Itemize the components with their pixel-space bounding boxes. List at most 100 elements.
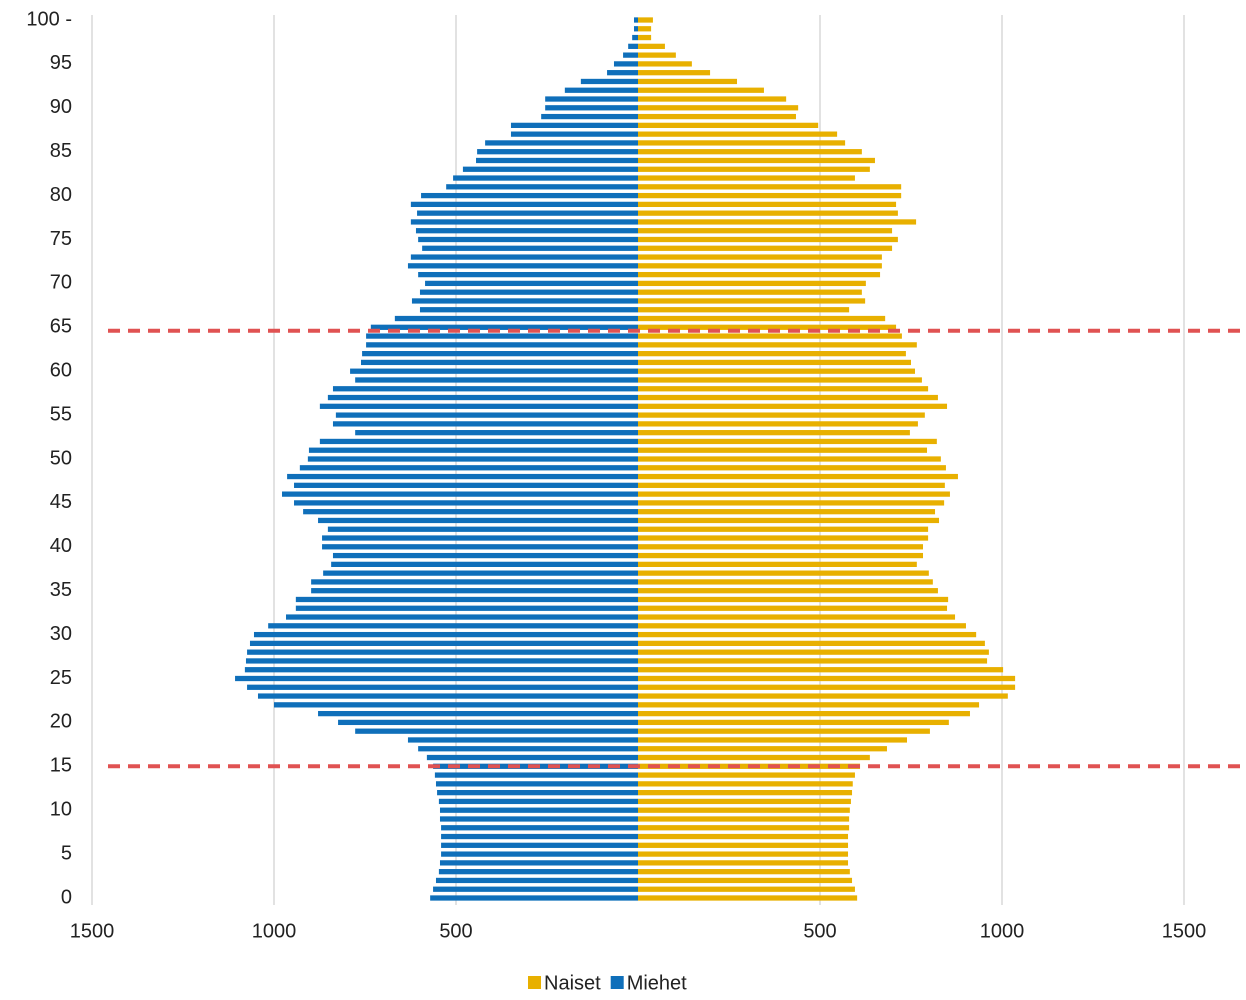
- y-tick-label: 0: [61, 886, 72, 908]
- bar: [476, 157, 638, 164]
- bar: [282, 491, 638, 497]
- bar: [638, 544, 924, 550]
- bar: [425, 280, 638, 287]
- bar: [638, 430, 910, 436]
- bar: [638, 271, 881, 278]
- bar: [638, 710, 970, 717]
- bar: [638, 254, 882, 260]
- bar: [327, 526, 638, 532]
- bar: [249, 640, 638, 647]
- bar: [638, 307, 850, 313]
- bar: [485, 140, 638, 146]
- bar: [545, 96, 638, 102]
- bar: [638, 17, 653, 23]
- bar: [607, 70, 638, 76]
- bar: [638, 623, 966, 629]
- bar: [332, 421, 638, 427]
- bar: [638, 886, 855, 892]
- bar: [638, 719, 949, 726]
- bar: [510, 131, 638, 137]
- bar: [421, 192, 638, 199]
- bar: [638, 201, 897, 208]
- bar: [247, 649, 638, 655]
- bar: [638, 491, 950, 497]
- bar: [247, 684, 638, 690]
- bar: [638, 377, 922, 383]
- bar: [638, 403, 948, 409]
- bar: [638, 70, 711, 76]
- bar: [355, 728, 638, 734]
- bar: [311, 579, 638, 585]
- bar: [638, 869, 850, 875]
- bar: [422, 245, 638, 251]
- bar: [439, 860, 638, 866]
- bar: [613, 61, 638, 67]
- bar: [437, 790, 638, 796]
- bar: [638, 631, 977, 638]
- bar: [355, 430, 638, 436]
- legend-swatch: [528, 976, 541, 989]
- y-tick-label: 90: [50, 96, 72, 118]
- bar: [638, 535, 929, 541]
- x-tick-label: 500: [439, 920, 472, 942]
- bar: [638, 438, 937, 445]
- bar: [638, 552, 924, 559]
- bar: [638, 192, 902, 199]
- bar: [411, 298, 638, 304]
- bar: [638, 157, 875, 164]
- bar: [366, 342, 638, 348]
- bar: [638, 280, 866, 287]
- bar: [638, 105, 799, 111]
- bar: [419, 307, 638, 313]
- bar: [638, 596, 949, 603]
- bar: [638, 605, 948, 611]
- bar: [407, 263, 638, 269]
- bar: [638, 482, 945, 488]
- bar: [245, 658, 639, 664]
- bar: [430, 895, 638, 901]
- legend-label: Naiset: [544, 972, 601, 994]
- bar: [415, 228, 638, 234]
- bar: [441, 851, 638, 857]
- bar: [638, 579, 933, 585]
- bar: [638, 263, 882, 269]
- bar: [638, 772, 855, 778]
- bar: [332, 386, 638, 392]
- bar: [268, 623, 638, 629]
- bar: [545, 105, 638, 111]
- bar: [638, 368, 916, 374]
- bar: [433, 886, 638, 892]
- bar: [638, 728, 930, 734]
- bar: [370, 324, 638, 330]
- bar: [287, 473, 638, 480]
- bar: [407, 737, 638, 743]
- bar: [638, 131, 838, 137]
- bar: [638, 640, 985, 647]
- bar: [235, 675, 638, 682]
- bar: [294, 500, 638, 506]
- bar: [441, 842, 638, 848]
- y-tick-label: 65: [50, 316, 72, 338]
- bar: [426, 754, 638, 761]
- y-tick-label: 60: [50, 359, 72, 381]
- bar: [638, 526, 929, 532]
- y-tick-label: 45: [50, 491, 72, 513]
- bar: [338, 719, 638, 726]
- bar: [638, 315, 886, 322]
- bar: [322, 535, 638, 541]
- bar: [638, 825, 850, 831]
- bar: [327, 394, 638, 401]
- bar: [477, 149, 638, 155]
- bar: [638, 342, 917, 348]
- bar: [623, 52, 638, 58]
- bar: [638, 394, 938, 401]
- y-tick-label: 20: [50, 711, 72, 733]
- bar: [319, 438, 638, 445]
- bar: [318, 710, 638, 717]
- bar: [638, 658, 988, 664]
- y-tick-label: 75: [50, 228, 72, 250]
- bar: [632, 34, 638, 41]
- bar: [319, 403, 638, 409]
- bar: [638, 790, 853, 796]
- bar: [638, 702, 980, 708]
